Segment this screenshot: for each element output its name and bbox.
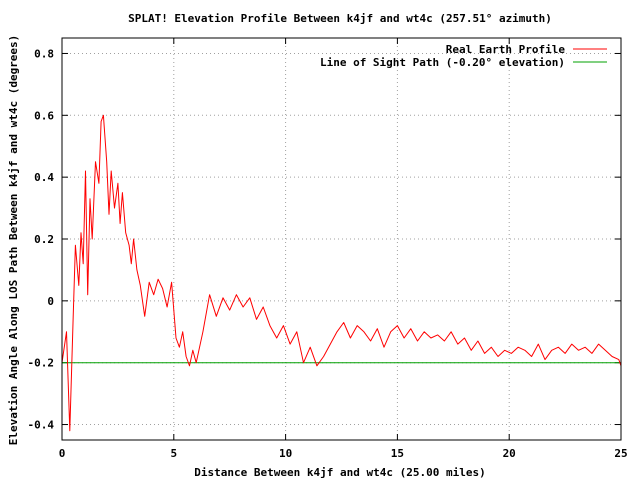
y-tick-label: 0.4 — [34, 171, 54, 184]
axis-ticks: 0 5 10 15 20 25 -0.4 -0.2 0 0.2 0.4 0.6 0.8 — [28, 38, 628, 460]
x-tick-label: 25 — [614, 447, 627, 460]
y-tick-label: -0.4 — [28, 419, 55, 432]
x-tick-label: 0 — [59, 447, 66, 460]
legend: Real Earth Profile Line of Sight Path (-… — [320, 43, 607, 69]
plot-frame — [61, 37, 622, 441]
y-tick-label: 0.8 — [34, 47, 54, 60]
x-axis-label: Distance Between k4jf and wt4c (25.00 mi… — [194, 466, 485, 479]
legend-label-real-earth: Real Earth Profile — [446, 43, 566, 56]
grid — [61, 38, 622, 440]
y-tick-label: -0.2 — [28, 357, 55, 370]
y-tick-label: 0.6 — [34, 109, 54, 122]
chart-title: SPLAT! Elevation Profile Between k4jf an… — [128, 12, 552, 25]
x-tick-label: 20 — [503, 447, 516, 460]
x-tick-label: 15 — [391, 447, 404, 460]
x-tick-label: 10 — [279, 447, 292, 460]
series-layer — [61, 114, 622, 432]
y-tick-label: 0 — [47, 295, 54, 308]
y-axis-label: Elevation Angle Along LOS Path Between k… — [7, 35, 20, 446]
y-tick-label: 0.2 — [34, 233, 54, 246]
series-real-earth-profile — [61, 114, 622, 432]
legend-label-line-of-sight: Line of Sight Path (-0.20° elevation) — [320, 56, 565, 69]
x-tick-label: 5 — [170, 447, 177, 460]
